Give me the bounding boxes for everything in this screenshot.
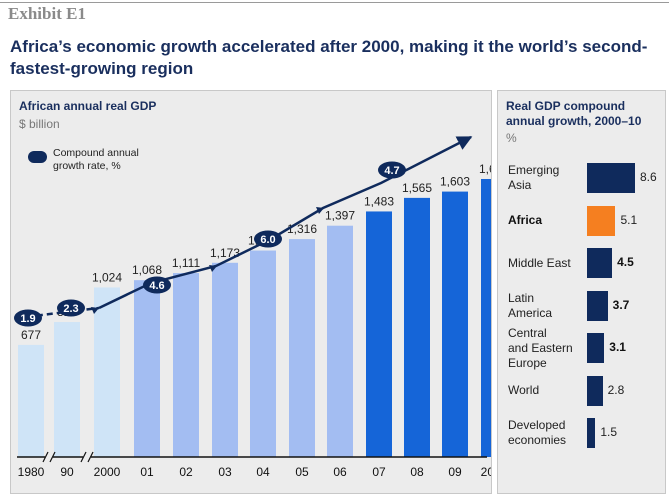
gdp-tick-label: 08 xyxy=(410,465,424,479)
growth-rate-marker xyxy=(57,299,85,317)
gdp-tick-label: 05 xyxy=(295,465,309,479)
growth-rate-label: 4.6 xyxy=(149,280,164,292)
gdp-tick-label: 04 xyxy=(256,465,270,479)
growth-chart-title: Real GDP compound annual growth, 2000–10 xyxy=(506,99,642,128)
growth-rate-label: 4.7 xyxy=(384,165,399,177)
growth-comparison-panel: Real GDP compound annual growth, 2000–10… xyxy=(497,90,666,494)
gdp-value-label: 1,068 xyxy=(132,263,162,277)
gdp-tick-label: 01 xyxy=(140,465,154,479)
gdp-chart-title: African annual real GDP xyxy=(19,99,157,113)
gdp-tick-label: 90 xyxy=(60,465,74,479)
gdp-bar-09 xyxy=(442,191,468,457)
growth-row-label: World xyxy=(508,383,540,397)
gdp-value-label: 677 xyxy=(21,328,41,342)
growth-rate-marker xyxy=(254,230,282,248)
gdp-bar-02 xyxy=(173,273,199,457)
growth-rate-label: 2.3 xyxy=(63,303,78,315)
gdp-value-label: 1,024 xyxy=(92,270,122,284)
gdp-bar-08 xyxy=(404,197,430,457)
gdp-bar-1980 xyxy=(18,344,44,457)
gdp-chart: 6771980815901,02420001,068011,111021,173… xyxy=(14,135,491,479)
growth-row-label: Middle East xyxy=(508,255,571,270)
gdp-bar-05 xyxy=(289,239,315,457)
gdp-bar-04 xyxy=(250,250,276,457)
gdp-tick-label: 2000 xyxy=(94,465,121,479)
growth-chart-unit: % xyxy=(506,131,517,145)
gdp-bar-2000 xyxy=(94,287,120,457)
growth-bar-africa xyxy=(587,205,616,236)
growth-value-label: 2.8 xyxy=(607,382,625,397)
gdp-value-label: 1,173 xyxy=(210,246,240,260)
gdp-tick-label: 09 xyxy=(448,465,462,479)
gdp-chart-panel: African annual real GDP $ billion Compou… xyxy=(10,90,492,494)
gdp-bar-07 xyxy=(366,211,392,457)
gdp-tick-label: 1980 xyxy=(18,465,45,479)
growth-bar-central-and-eastern-europe xyxy=(587,333,605,363)
axis-break-marker xyxy=(42,451,56,463)
axis-break-marker xyxy=(80,451,94,463)
growth-value-label: 4.5 xyxy=(617,255,634,269)
gdp-tick-label: 02 xyxy=(179,465,193,479)
gdp-tick-label: 06 xyxy=(333,465,347,479)
gdp-value-label: 1,565 xyxy=(402,181,432,195)
growth-rate-legend-marker xyxy=(28,151,47,163)
growth-row-label: Developed economies xyxy=(508,418,567,447)
gdp-tick-label: 2010 xyxy=(481,465,491,479)
gdp-value-label: 1,679 xyxy=(479,162,491,176)
top-rule xyxy=(0,2,669,3)
gdp-value-label: 1,111 xyxy=(172,256,201,270)
growth-value-label: 8.6 xyxy=(640,170,657,184)
growth-rate-label: 6.0 xyxy=(260,234,275,246)
growth-rate-legend-label: Compound annual growth rate, % xyxy=(53,147,139,172)
growth-value-label: 3.7 xyxy=(612,297,630,312)
growth-trend-tick xyxy=(209,265,217,272)
growth-trend-tick xyxy=(91,307,99,314)
gdp-tick-label: 07 xyxy=(372,465,386,479)
growth-row-label: Latin America xyxy=(508,290,553,320)
gdp-chart-unit: $ billion xyxy=(19,117,60,131)
exhibit-label: Exhibit E1 xyxy=(8,4,86,23)
growth-row-label: Africa xyxy=(508,213,543,227)
growth-rate-marker xyxy=(143,276,171,294)
gdp-value-label: 1,483 xyxy=(364,194,394,208)
growth-rate-marker xyxy=(14,309,42,327)
gdp-value-label: 1,316 xyxy=(287,222,317,236)
growth-bar-emerging-asia xyxy=(587,163,635,193)
growth-bar-developed-economies xyxy=(587,418,596,448)
growth-rate-label: 1.9 xyxy=(20,313,35,325)
growth-bar-middle-east xyxy=(587,248,613,278)
gdp-tick-label: 03 xyxy=(218,465,232,479)
growth-bar-world xyxy=(587,375,603,406)
growth-row-label: Central and Eastern Europe xyxy=(508,325,573,370)
headline: Africa’s economic growth accelerated aft… xyxy=(10,37,648,78)
growth-bar-latin-america xyxy=(587,290,608,321)
growth-trend-tick xyxy=(316,207,324,214)
gdp-value-label: 1,397 xyxy=(325,209,355,223)
gdp-bar-01 xyxy=(134,280,160,457)
growth-value-label: 3.1 xyxy=(609,340,626,354)
growth-row-label: Emerging Asia xyxy=(508,163,560,192)
growth-value-label: 1.5 xyxy=(600,425,618,439)
gdp-bar-2010 xyxy=(481,179,491,457)
gdp-bar-06 xyxy=(327,225,353,457)
gdp-bar-03 xyxy=(212,262,238,457)
growth-rate-marker xyxy=(378,161,406,179)
gdp-value-label: 1,603 xyxy=(440,175,470,189)
gdp-bar-90 xyxy=(54,322,80,457)
growth-value-label: 5.1 xyxy=(620,212,638,227)
